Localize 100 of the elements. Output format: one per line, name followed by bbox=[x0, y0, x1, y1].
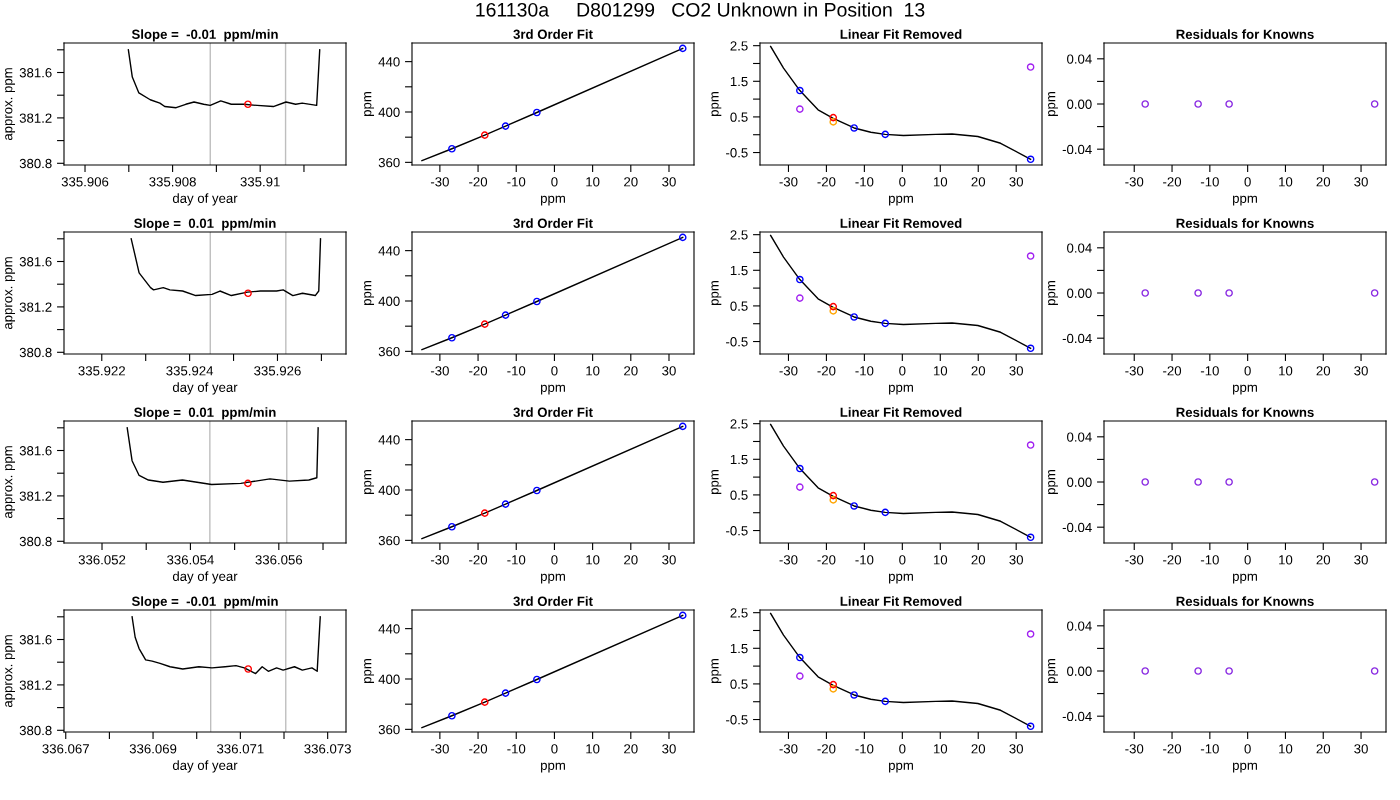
x-tick-label: 10 bbox=[933, 177, 948, 187]
y-tick-label: 2.5 bbox=[730, 230, 748, 240]
x-tick-label: -30 bbox=[430, 177, 449, 187]
y-axis-title: ppm bbox=[1048, 281, 1058, 305]
x-tick-label: -30 bbox=[1125, 177, 1144, 187]
y-tick-label: -0.04 bbox=[1062, 333, 1092, 344]
x-tick-label: 10 bbox=[1279, 744, 1293, 754]
x-tick-label: 30 bbox=[1354, 555, 1368, 565]
chart-title: Slope = 0.01 ppm/min bbox=[134, 407, 276, 420]
x-tick-label: -10 bbox=[855, 555, 874, 565]
x-tick-label: 20 bbox=[1316, 366, 1331, 376]
x-axis-title: ppm bbox=[1233, 195, 1257, 206]
x-tick-label: 30 bbox=[1009, 177, 1024, 187]
x-tick-label: 0 bbox=[551, 177, 558, 187]
y-tick-label: 381.2 bbox=[19, 113, 52, 123]
y-tick-label: 440 bbox=[378, 624, 400, 634]
x-tick-label: 20 bbox=[971, 744, 986, 754]
x-tick-label: -10 bbox=[1200, 744, 1219, 754]
y-tick-label: 0.5 bbox=[730, 301, 748, 311]
x-tick-label: -10 bbox=[1200, 555, 1219, 565]
y-axis-title: approx. ppm bbox=[5, 635, 16, 708]
y-tick-label: -0.04 bbox=[1062, 144, 1092, 155]
y-axis-title: ppm bbox=[364, 470, 375, 494]
x-tick-label: -30 bbox=[1125, 366, 1144, 376]
y-tick-label: 440 bbox=[378, 57, 400, 67]
y-axis-title: ppm bbox=[364, 281, 375, 305]
y-tick-label: 0.5 bbox=[730, 679, 748, 689]
x-tick-label: -20 bbox=[817, 366, 836, 376]
chart-title: Residuals for Knowns bbox=[1176, 218, 1314, 228]
y-tick-label: 1.5 bbox=[730, 455, 748, 465]
x-tick-label: 336.071 bbox=[217, 744, 264, 754]
y-tick-label: -0.5 bbox=[726, 148, 748, 158]
y-tick-label: 0.00 bbox=[1067, 477, 1092, 487]
x-tick-label: -10 bbox=[1200, 366, 1219, 376]
x-tick-label: 0 bbox=[1244, 366, 1251, 376]
y-tick-label: 360 bbox=[378, 157, 400, 168]
chart-title: Slope = 0.01 ppm/min bbox=[134, 218, 276, 231]
x-tick-label: -30 bbox=[430, 744, 449, 754]
y-axis-title: ppm bbox=[711, 281, 722, 305]
x-tick-label: 10 bbox=[933, 744, 948, 754]
x-tick-label: 30 bbox=[1009, 366, 1024, 376]
y-tick-label: 0.04 bbox=[1067, 432, 1092, 442]
x-tick-label: 335.908 bbox=[149, 177, 196, 187]
x-tick-label: 336.052 bbox=[78, 555, 126, 565]
x-tick-label: -20 bbox=[1163, 744, 1182, 754]
y-axis-title: ppm bbox=[711, 659, 722, 683]
x-tick-label: 335.922 bbox=[78, 366, 125, 376]
x-tick-label: 20 bbox=[1316, 555, 1331, 565]
x-tick-label: 0 bbox=[899, 177, 906, 187]
y-tick-label: 381.2 bbox=[19, 680, 52, 690]
x-tick-label: -20 bbox=[1163, 177, 1182, 187]
y-axis-title: ppm bbox=[1048, 470, 1058, 494]
x-tick-label: -20 bbox=[469, 744, 488, 754]
chart-title: Linear Fit Removed bbox=[840, 29, 962, 39]
chart-title: Linear Fit Removed bbox=[840, 596, 962, 606]
y-tick-label: 381.6 bbox=[19, 68, 52, 78]
y-tick-label: 0.00 bbox=[1067, 288, 1092, 298]
y-axis-title: ppm bbox=[364, 659, 375, 683]
y-tick-label: -0.5 bbox=[726, 337, 748, 347]
x-tick-label: 0 bbox=[899, 744, 906, 754]
x-tick-label: 10 bbox=[1279, 555, 1293, 565]
x-tick-label: 10 bbox=[933, 366, 948, 376]
x-axis-title: ppm bbox=[541, 762, 565, 773]
x-tick-label: 10 bbox=[933, 555, 948, 565]
x-tick-label: 20 bbox=[1316, 177, 1331, 187]
y-tick-label: 1.5 bbox=[730, 644, 748, 654]
x-tick-label: -20 bbox=[469, 366, 488, 376]
x-tick-label: -10 bbox=[507, 744, 526, 754]
chart-title: Linear Fit Removed bbox=[840, 407, 962, 417]
y-tick-label: 380.8 bbox=[19, 347, 52, 358]
x-tick-label: 335.924 bbox=[166, 366, 214, 376]
x-tick-label: 336.054 bbox=[167, 555, 214, 565]
x-tick-label: 20 bbox=[624, 177, 638, 187]
x-tick-label: -20 bbox=[1163, 555, 1182, 565]
x-tick-label: -10 bbox=[507, 555, 526, 565]
y-tick-label: 400 bbox=[378, 107, 400, 117]
y-tick-label: 380.8 bbox=[19, 536, 52, 547]
x-tick-label: -30 bbox=[779, 744, 798, 754]
x-axis-title: ppm bbox=[541, 195, 565, 206]
x-axis-title: day of year bbox=[172, 571, 238, 584]
chart-title: Residuals for Knowns bbox=[1176, 596, 1314, 606]
chart-title: 3rd Order Fit bbox=[513, 218, 593, 228]
y-tick-label: 0.00 bbox=[1067, 99, 1092, 109]
x-tick-label: 335.906 bbox=[61, 177, 109, 187]
y-tick-label: 2.5 bbox=[730, 41, 748, 51]
x-tick-label: 30 bbox=[1009, 744, 1024, 754]
y-tick-label: 2.5 bbox=[730, 419, 748, 429]
x-tick-label: -20 bbox=[817, 555, 836, 565]
y-tick-label: -0.5 bbox=[726, 715, 748, 725]
x-tick-label: 0 bbox=[551, 366, 558, 376]
x-tick-label: 10 bbox=[586, 555, 600, 565]
x-tick-label: 30 bbox=[1354, 744, 1368, 754]
y-tick-label: 0.04 bbox=[1067, 54, 1092, 64]
y-tick-label: 0.04 bbox=[1067, 621, 1092, 631]
y-tick-label: 0.5 bbox=[730, 112, 748, 122]
chart-title: Residuals for Knowns bbox=[1176, 407, 1314, 417]
y-tick-label: 400 bbox=[378, 674, 400, 684]
x-axis-title: ppm bbox=[889, 384, 913, 395]
x-tick-label: 30 bbox=[662, 177, 676, 187]
y-axis-title: approx. ppm bbox=[5, 257, 16, 330]
